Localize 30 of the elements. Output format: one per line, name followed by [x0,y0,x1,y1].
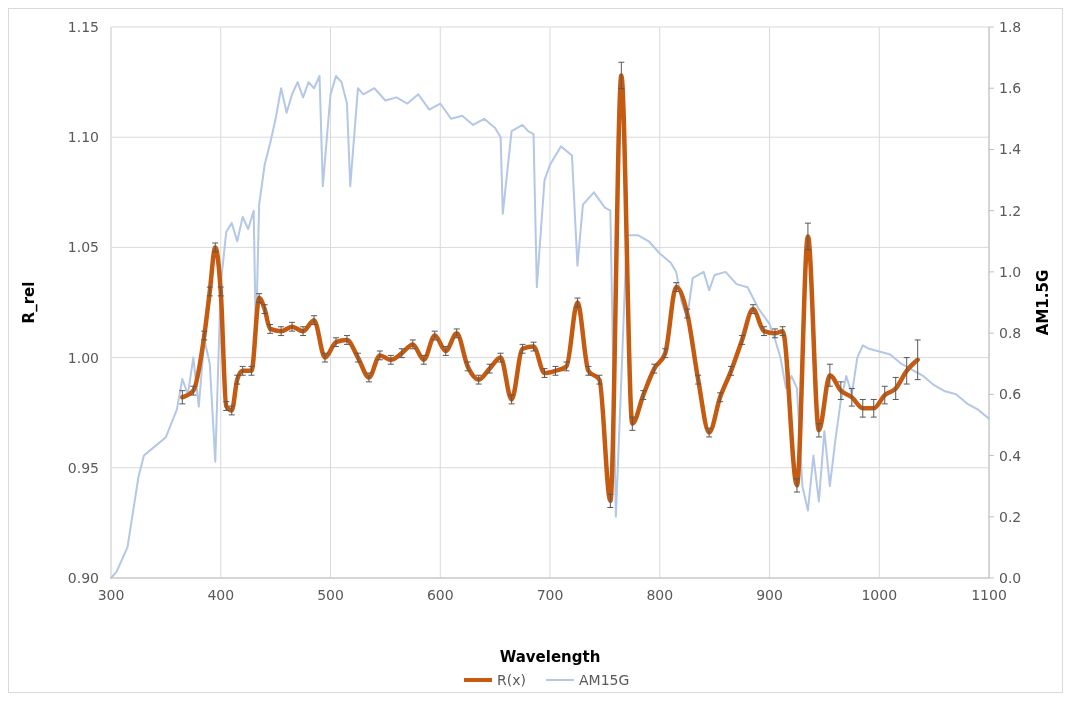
legend-label: R(x) [497,672,526,688]
y2-tick-label: 1.8 [999,19,1022,35]
x-tick-label: 1100 [971,587,1007,603]
x-tick-label: 900 [756,587,783,603]
y2-tick-label: 0.8 [999,325,1022,342]
y2-tick-label: 1.4 [999,141,1022,158]
y-axis-title: R_rel [20,281,38,324]
y-tick-label: 1.05 [67,239,99,256]
x-tick-label: 400 [207,587,235,603]
x-tick-label: 600 [426,587,454,603]
y2-tick-label: 0.0 [999,570,1022,586]
x-tick-label: 300 [97,587,125,603]
x-tick-label: 500 [317,587,344,603]
y2-tick-label: 1.2 [999,202,1022,219]
y2-tick-label: 0.6 [999,386,1022,403]
legend-label: AM15G [579,672,630,688]
y2-tick-label: 1.6 [999,80,1022,97]
x-tick-label: 700 [536,587,564,603]
x-tick-label: 1000 [861,587,898,603]
y-tick-label: 1.00 [67,349,99,366]
x-tick-label: 800 [646,587,674,603]
y-tick-label: 1.15 [67,19,99,35]
y-tick-label: 0.95 [67,459,99,476]
y-tick-label: 0.90 [67,570,99,586]
y2-tick-label: 0.2 [999,508,1022,525]
y-tick-label: 1.10 [67,129,99,146]
x-axis-title: Wavelength [499,648,601,666]
y2-tick-label: 0.4 [999,447,1022,464]
y2-tick-label: 1.0 [999,263,1022,280]
y2-axis-title: AM1.5G [1034,269,1052,336]
